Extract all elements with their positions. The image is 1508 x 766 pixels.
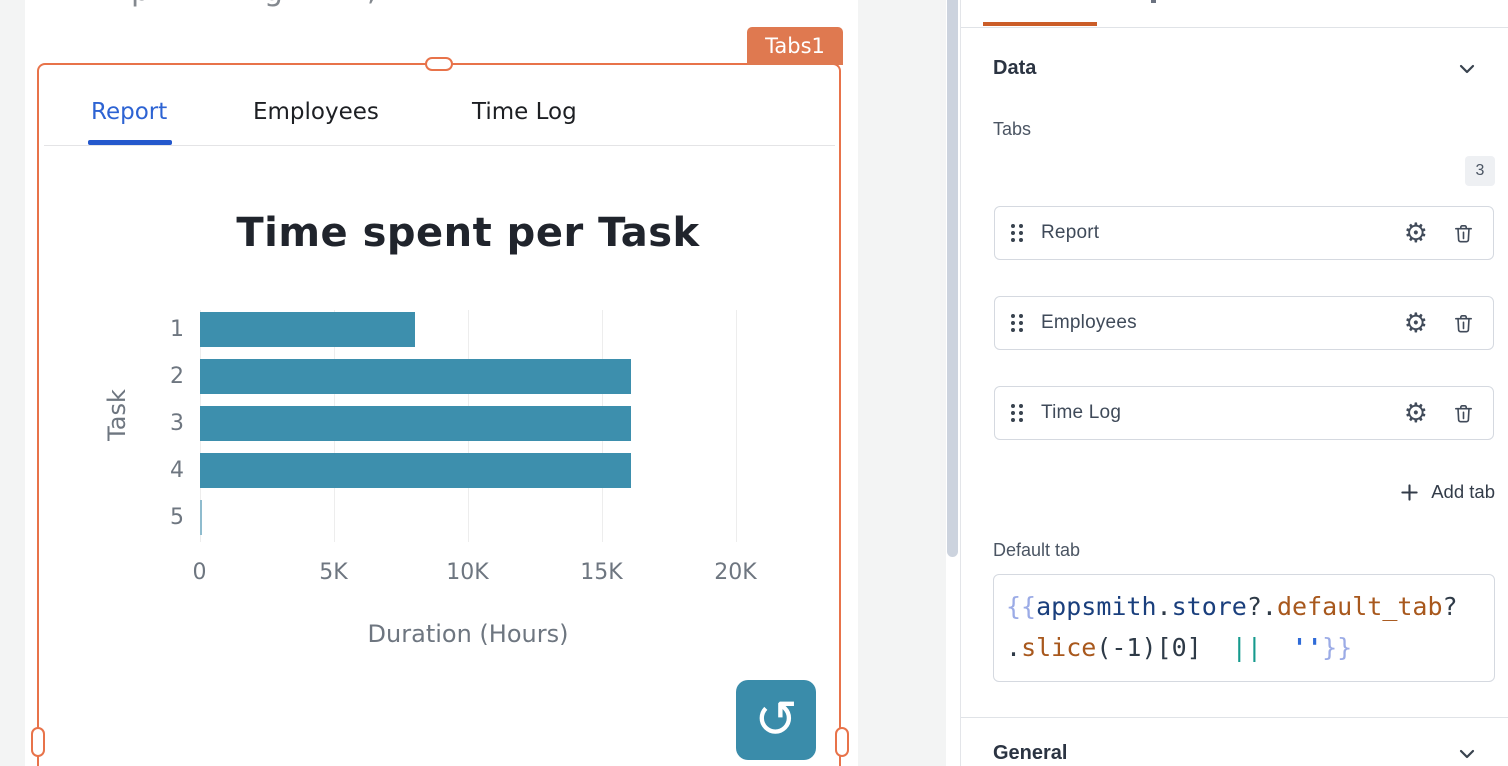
chart-bar bbox=[199, 359, 631, 394]
canvas-gutter bbox=[858, 0, 946, 766]
tab-list-item-report[interactable]: Report ⚙ bbox=[994, 206, 1494, 260]
code-line: {{appsmith.store?.default_tab? bbox=[1006, 592, 1458, 621]
default-tab-label: Default tab bbox=[993, 540, 1081, 560]
trash-icon[interactable] bbox=[1452, 402, 1475, 425]
x-axis-tick-label: 15K bbox=[580, 560, 623, 585]
widget-name-tag[interactable]: Tabs1 bbox=[747, 27, 843, 65]
tab-item-label: Time Log bbox=[1041, 402, 1122, 423]
chart-bar bbox=[199, 312, 416, 347]
property-pane: Data Tabs 3 Report ⚙ Employees ⚙ Time Log ⚙ A… bbox=[960, 0, 1508, 766]
tab-item-label: Employees bbox=[1041, 312, 1137, 333]
chart-gridline bbox=[735, 310, 737, 542]
x-axis-tick-label: 0 bbox=[192, 560, 207, 585]
resize-handle-bottom-right[interactable] bbox=[835, 727, 849, 757]
y-axis-category-label: 3 bbox=[170, 411, 184, 436]
clipped-text-fragment: g bbox=[264, 0, 283, 6]
drag-handle-icon[interactable] bbox=[1011, 224, 1023, 242]
y-axis-category-label: 4 bbox=[170, 458, 184, 483]
gear-icon[interactable]: ⚙ bbox=[1403, 217, 1428, 249]
chevron-down-icon[interactable] bbox=[1457, 59, 1477, 79]
refresh-icon: ↺ bbox=[754, 690, 798, 750]
chart-bar bbox=[199, 406, 631, 441]
chart-title: Time spent per Task bbox=[236, 210, 700, 256]
trash-icon[interactable] bbox=[1452, 222, 1475, 245]
y-axis-category-label: 2 bbox=[170, 364, 184, 389]
pane-tabs-divider bbox=[961, 27, 1508, 28]
clipped-tab-label-fragment bbox=[1151, 0, 1156, 3]
tabs-field-label: Tabs bbox=[993, 119, 1032, 139]
tab-list-item-employees[interactable]: Employees ⚙ bbox=[994, 296, 1494, 350]
chevron-down-icon[interactable] bbox=[1457, 744, 1477, 764]
chart-bar bbox=[199, 453, 631, 488]
data-section-title: Data bbox=[993, 57, 1037, 79]
y-axis-category-label: 1 bbox=[170, 317, 184, 342]
tabbar-divider bbox=[44, 145, 835, 146]
canvas-tab-report[interactable]: Report bbox=[91, 99, 168, 125]
active-tab-indicator bbox=[88, 140, 172, 145]
tab-item-label: Report bbox=[1041, 222, 1100, 243]
y-axis-category-label: 5 bbox=[170, 505, 184, 530]
x-axis-tick-label: 20K bbox=[714, 560, 757, 585]
default-tab-input[interactable]: {{appsmith.store?.default_tab? .slice(-1)… bbox=[993, 574, 1495, 682]
drag-handle-icon[interactable] bbox=[1011, 404, 1023, 422]
plus-icon bbox=[1401, 483, 1418, 501]
refresh-button[interactable]: ↺ bbox=[736, 680, 816, 760]
active-pane-tab-indicator bbox=[983, 22, 1097, 26]
clipped-text-fragment: , bbox=[367, 0, 377, 6]
panel-scrollbar-thumb[interactable] bbox=[947, 0, 958, 557]
general-section-header[interactable]: General bbox=[993, 742, 1477, 765]
chart-x-axis-title: Duration (Hours) bbox=[367, 620, 569, 648]
resize-handle-top[interactable] bbox=[425, 57, 453, 71]
trash-icon[interactable] bbox=[1452, 312, 1475, 335]
gear-icon[interactable]: ⚙ bbox=[1403, 397, 1428, 429]
canvas-left-margin bbox=[0, 0, 25, 766]
add-tab-label: Add tab bbox=[1431, 481, 1495, 502]
gear-icon[interactable]: ⚙ bbox=[1403, 307, 1428, 339]
data-section-header[interactable]: Data bbox=[993, 57, 1477, 80]
tabs-count-badge: 3 bbox=[1465, 156, 1495, 186]
clipped-text-fragment: p bbox=[131, 0, 150, 6]
x-axis-tick-label: 10K bbox=[446, 560, 489, 585]
drag-handle-icon[interactable] bbox=[1011, 314, 1023, 332]
section-divider bbox=[961, 717, 1508, 718]
tabs-widget-selection-border[interactable]: Tabs1 bbox=[31, 27, 849, 766]
general-section-title: General bbox=[993, 742, 1068, 764]
resize-handle-bottom-left[interactable] bbox=[31, 727, 45, 757]
clipped-widget-above: p g , bbox=[0, 0, 946, 9]
add-tab-button[interactable]: Add tab bbox=[994, 477, 1495, 507]
tab-list-item-time-log[interactable]: Time Log ⚙ bbox=[994, 386, 1494, 440]
code-line: .slice(-1)[0] || ''}} bbox=[1006, 633, 1353, 662]
canvas-area: p g , Report Employees Time Log Time spe… bbox=[0, 0, 946, 766]
canvas-tab-employees[interactable]: Employees bbox=[253, 99, 379, 125]
x-axis-tick-label: 5K bbox=[319, 560, 348, 585]
canvas-tab-timelog[interactable]: Time Log bbox=[472, 99, 577, 125]
chart-bar bbox=[199, 500, 203, 535]
